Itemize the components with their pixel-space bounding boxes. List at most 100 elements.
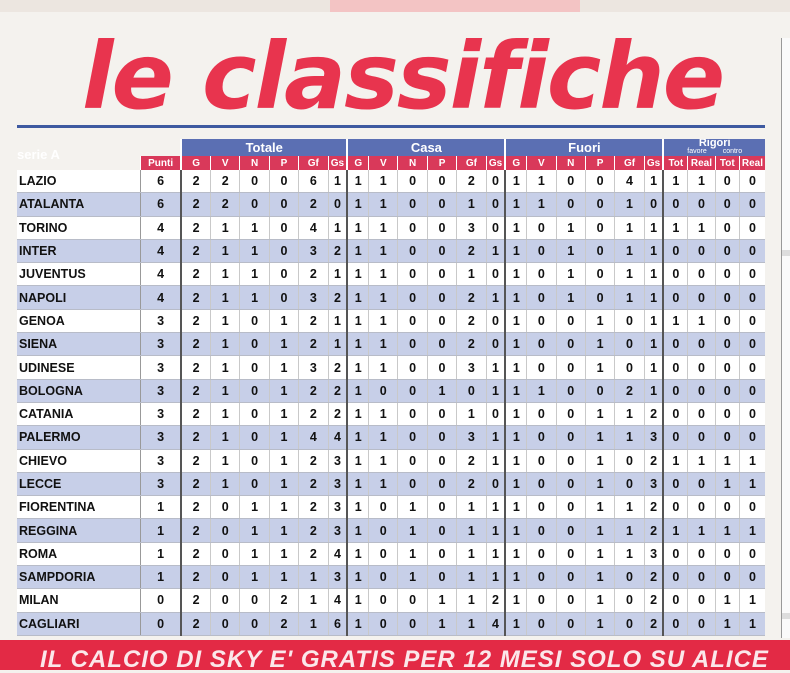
stat-cell: 0 — [662, 239, 688, 264]
stat-cell: 0 — [584, 170, 615, 194]
stat-cell: 2 — [643, 402, 664, 427]
stat-cell: 0 — [397, 379, 428, 403]
stat-cell: 1 — [584, 495, 615, 520]
stat-cell: 1 — [504, 542, 527, 567]
stat-cell: 1 — [268, 518, 299, 543]
stat-cell: 1 — [346, 588, 369, 613]
stat-cell: 0 — [397, 216, 428, 240]
stat-cell: 1 — [456, 612, 487, 636]
team-name: CHIEVO — [17, 449, 141, 473]
stat-cell: 4 — [140, 239, 182, 264]
stat-cell: 0 — [738, 542, 765, 567]
stat-cell: 2 — [485, 588, 506, 613]
stat-cell: 2 — [180, 309, 211, 334]
stat-cell: 1 — [584, 542, 615, 567]
stat-cell: 1 — [584, 588, 615, 613]
stat-cell: 2 — [180, 170, 211, 194]
stat-cell: 1 — [239, 216, 270, 240]
stat-cell: 0 — [485, 262, 506, 287]
stat-cell: 2 — [456, 449, 487, 473]
stat-cell: 0 — [526, 449, 557, 473]
stat-cell: 2 — [180, 402, 211, 427]
stat-cell: 6 — [140, 192, 182, 217]
stat-cell: 1 — [368, 425, 398, 450]
stat-cell: 2 — [643, 565, 664, 590]
stat-cell: 0 — [555, 309, 586, 334]
stat-cell: 0 — [614, 449, 645, 473]
stat-cell: 2 — [180, 449, 211, 473]
stat-cell: 1 — [584, 472, 615, 497]
stat-cell: 0 — [368, 495, 398, 520]
stat-cell: 0 — [397, 309, 428, 334]
stat-cell: 3 — [140, 332, 182, 357]
stat-cell: 1 — [268, 565, 299, 590]
stat-cell: 4 — [140, 216, 182, 240]
table-row: GENOA 3 2 1 0 1 2 1 1 1 0 0 2 0 1 0 0 1 0 1 1 1 0 0 — [17, 309, 765, 334]
stat-cell: 1 — [504, 518, 527, 543]
stat-cell: 0 — [397, 402, 428, 427]
stat-cell: 1 — [504, 449, 527, 473]
stat-cell: 1 — [662, 518, 688, 543]
stat-cell: 0 — [687, 565, 716, 590]
stat-cell: 4 — [614, 170, 645, 194]
table-row: REGGINA 1 2 0 1 1 2 3 1 0 1 0 1 1 1 0 0 1 1 2 1 1 1 1 — [17, 518, 765, 543]
stat-cell: 0 — [687, 192, 716, 217]
stat-cell: 0 — [555, 565, 586, 590]
stat-cell: 1 — [210, 262, 240, 287]
stat-cell: 1 — [584, 425, 615, 450]
stat-cell: 1 — [485, 355, 506, 380]
stat-cell: 1 — [268, 542, 299, 567]
stat-cell: 1 — [584, 355, 615, 380]
stat-cell: 0 — [614, 332, 645, 357]
stat-cell: 1 — [643, 285, 664, 310]
stat-cell: 0 — [687, 332, 716, 357]
stat-cell: 0 — [614, 472, 645, 497]
stat-cell: 0 — [714, 239, 740, 264]
stat-cell: 0 — [555, 379, 586, 403]
stat-cell: 1 — [526, 192, 557, 217]
stat-cell: 0 — [687, 379, 716, 403]
stat-cell: 2 — [180, 425, 211, 450]
table-row: FIORENTINA 1 2 0 1 1 2 3 1 0 1 0 1 1 1 0 0 1 1 2 0 0 0 0 — [17, 495, 765, 520]
stat-cell: 1 — [140, 565, 182, 590]
stat-cell: 1 — [584, 402, 615, 427]
standings-body: LAZIO 6 2 2 0 0 6 1 1 1 0 0 2 0 1 1 0 0 4 1 1 1 0 0 ATALANTA 6 2 2 0… — [17, 170, 765, 636]
stat-cell: 1 — [485, 285, 506, 310]
stat-cell: 1 — [210, 402, 240, 427]
team-name: ATALANTA — [17, 192, 141, 217]
stat-cell: 6 — [327, 612, 348, 636]
stat-cell: 0 — [368, 612, 398, 636]
stat-cell: 3 — [327, 565, 348, 590]
stat-cell: 0 — [526, 402, 557, 427]
standings-table: serie A Totale Casa Fuori Rigori favore … — [17, 139, 765, 636]
stat-cell: 2 — [456, 239, 487, 264]
stat-cell: 1 — [614, 402, 645, 427]
table-row: MILAN 0 2 0 0 2 1 4 1 0 0 1 1 2 1 0 0 1 0 2 0 0 1 1 — [17, 588, 765, 613]
stat-cell: 1 — [643, 332, 664, 357]
stat-cell: 1 — [584, 565, 615, 590]
stat-cell: 1 — [268, 472, 299, 497]
col-header-v: V — [526, 156, 557, 170]
stat-cell: 0 — [687, 425, 716, 450]
stat-cell: 3 — [140, 402, 182, 427]
stat-cell: 0 — [268, 192, 299, 217]
stat-cell: 1 — [643, 309, 664, 334]
col-header-tot: Tot — [662, 156, 688, 170]
stat-cell: 0 — [555, 402, 586, 427]
stat-cell: 0 — [426, 449, 457, 473]
stat-cell: 1 — [327, 216, 348, 240]
stat-cell: 0 — [662, 262, 688, 287]
stat-cell: 0 — [485, 216, 506, 240]
stat-cell: 0 — [526, 588, 557, 613]
stat-cell: 1 — [662, 449, 688, 473]
stat-cell: 0 — [662, 588, 688, 613]
stat-cell: 0 — [738, 379, 765, 403]
stat-cell: 2 — [456, 170, 487, 194]
stat-cell: 1 — [687, 518, 716, 543]
stat-cell: 1 — [555, 285, 586, 310]
team-name: NAPOLI — [17, 285, 141, 310]
stat-cell: 0 — [368, 565, 398, 590]
stat-cell: 1 — [614, 216, 645, 240]
stat-cell: 1 — [368, 449, 398, 473]
stat-cell: 0 — [485, 332, 506, 357]
